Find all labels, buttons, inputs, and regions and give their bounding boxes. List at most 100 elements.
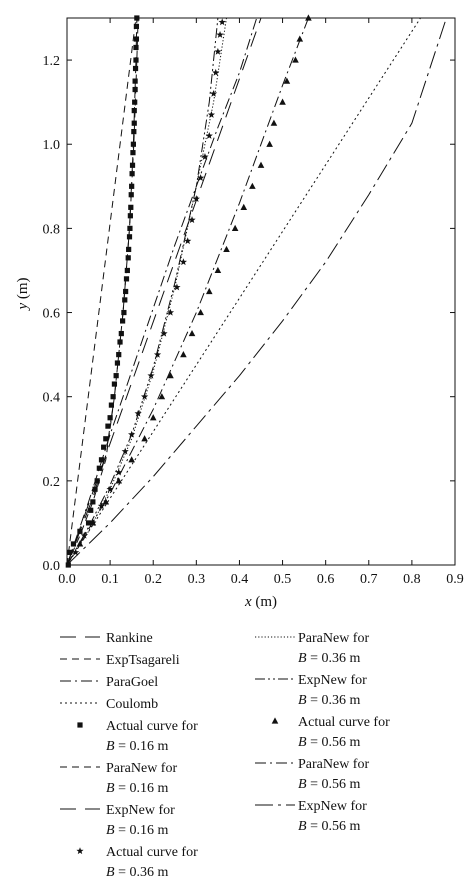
series-4-point-44 (132, 99, 138, 105)
series-line-5 (66, 17, 139, 566)
legend-label-6: ExpNew for (106, 803, 175, 818)
legend-label-value-7: = 0.36 m (115, 865, 169, 880)
series-4-point-46 (132, 78, 138, 84)
series-10-point-12 (205, 287, 213, 295)
axes: 0.0 0.1 0.2 0.3 0.4 0.5 0.6 0.7 0.8 0.9 0.0 0.2 0.4 0… (15, 17, 464, 610)
legend-label-var-6: B (106, 823, 115, 838)
series-7-point-16 (184, 237, 192, 245)
series-7-point-17 (188, 216, 196, 224)
y-tick-label-5: 1.0 (43, 138, 61, 153)
legend-label-value-6: = 0.16 m (115, 823, 169, 838)
series-line-1 (66, 17, 137, 566)
series-4-point-51 (133, 23, 140, 30)
series-line-6 (66, 17, 138, 566)
legend-label-12: ExpNew for (298, 799, 367, 814)
series-10-point-13 (214, 266, 222, 274)
series-10-point-15 (231, 224, 239, 231)
y-axis-label: y (m) (15, 277, 31, 311)
series-7-point-5 (115, 468, 123, 476)
legend-swatch-7 (76, 847, 84, 855)
x-tick-label-6: 0.6 (317, 572, 335, 587)
series-7-point-3 (97, 502, 106, 510)
series-7-point-0 (72, 548, 80, 556)
series-4-point-6 (90, 499, 96, 505)
series-10-point-6 (149, 414, 157, 421)
series-10-point-22 (283, 77, 291, 84)
series-10-point-8 (167, 372, 174, 379)
series-4-point-32 (127, 225, 133, 231)
legend-label-line2-6: B = 0.16 m (106, 823, 168, 838)
legend-label-var-8: B (298, 651, 307, 666)
series-line-9 (66, 17, 219, 566)
x-tick-label-5: 0.5 (274, 572, 292, 587)
series-10-point-18 (257, 161, 265, 168)
series-10-point-4 (128, 456, 135, 463)
series-10-point-21 (279, 98, 286, 105)
legend-label-value-9: = 0.36 m (307, 693, 361, 708)
series-7-point-6 (121, 447, 129, 455)
series-7-point-15 (179, 258, 188, 266)
legend-label-2: ParaGoel (106, 675, 158, 690)
series-4-point-13 (105, 423, 111, 429)
legend-label-line2-7: B = 0.36 m (106, 865, 168, 880)
y-tick-label-2: 0.4 (43, 391, 61, 406)
series-10-point-20 (270, 119, 278, 126)
series-4-point-10 (98, 457, 105, 463)
legend-label-var-9: B (298, 693, 307, 708)
legend-label-value-5: = 0.16 m (115, 781, 169, 796)
series-4-point-41 (131, 129, 137, 135)
legend-label-10: Actual curve for (298, 715, 390, 730)
x-tick-label-3: 0.3 (188, 572, 206, 587)
series-line-8 (66, 17, 228, 566)
series-4-point-1 (66, 549, 73, 555)
series-4-point-30 (126, 246, 132, 253)
legend-label-line2-9: B = 0.36 m (298, 693, 360, 708)
x-tick-label-7: 0.7 (360, 572, 378, 587)
series-line-11 (66, 17, 309, 566)
series-4-point-17 (111, 381, 118, 387)
series-7-point-9 (140, 392, 149, 400)
x-tick-label-9: 0.9 (446, 572, 464, 587)
legend-swatch-4 (77, 722, 83, 728)
legend-label-var-7: B (106, 865, 115, 880)
series-4-point-27 (123, 276, 130, 282)
y-tick-label-1: 0.2 (43, 475, 61, 490)
y-tick-label-4: 0.8 (43, 222, 61, 237)
series-4-point-25 (122, 297, 128, 303)
series-4-point-12 (103, 436, 109, 442)
x-tick-label-2: 0.2 (144, 572, 162, 587)
legend-label-value-10: = 0.56 m (307, 735, 361, 750)
legend-label-var-4: B (106, 739, 115, 754)
legend-label-line2-8: B = 0.36 m (298, 651, 360, 666)
legend-label-line2-4: B = 0.16 m (106, 739, 168, 754)
legend-label-1: ExpTsagareli (106, 653, 180, 668)
series-7-point-1 (80, 531, 88, 539)
legend-label-value-11: = 0.56 m (307, 777, 361, 792)
series-4-point-29 (125, 255, 131, 261)
legend-label-line2-12: B = 0.56 m (298, 819, 360, 834)
y-axis-label-var: y (15, 303, 31, 312)
x-tick-label-8: 0.8 (403, 572, 421, 587)
legend-label-var-5: B (106, 781, 115, 796)
x-tick-label-0: 0.0 (58, 572, 76, 587)
series-10-point-17 (249, 182, 256, 189)
series-7-point-27 (218, 18, 226, 26)
series-4-point-16 (110, 394, 116, 400)
legend-label-8: ParaNew for (298, 631, 369, 646)
series-10-point-9 (180, 351, 187, 358)
legend-label-7: Actual curve for (106, 845, 198, 860)
series-line-0 (66, 17, 262, 566)
x-tick-label-1: 0.1 (101, 572, 119, 587)
series-7-point-26 (216, 31, 224, 38)
series-4-point-9 (96, 465, 102, 471)
series-7-point-18 (192, 195, 200, 203)
legend-label-value-12: = 0.56 m (307, 819, 361, 834)
series-7-point-13 (166, 308, 175, 316)
y-axis-label-unit: (m) (15, 277, 31, 302)
series-10-point-24 (296, 35, 304, 42)
series-10-point-23 (292, 56, 299, 63)
series-4-point-15 (108, 402, 115, 408)
series-4-point-2 (70, 541, 77, 547)
series-7-point-14 (173, 283, 181, 291)
legend-label-value-4: = 0.16 m (115, 739, 169, 754)
